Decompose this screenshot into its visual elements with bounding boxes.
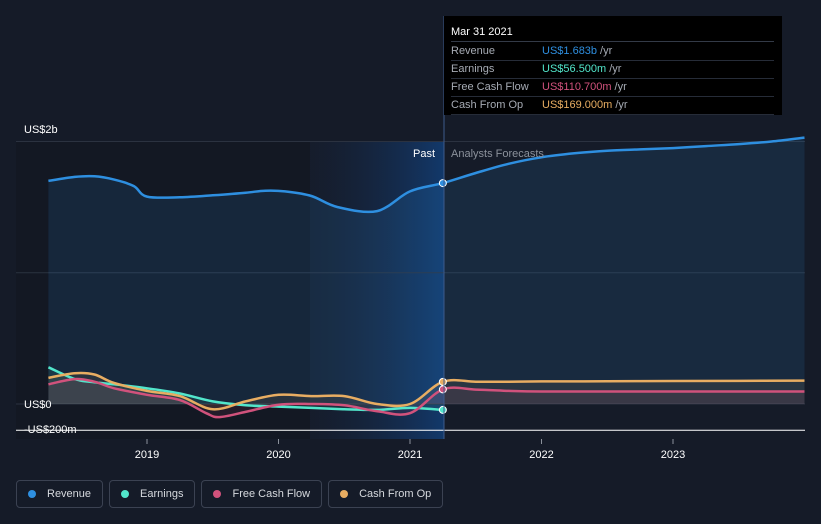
tooltip-row: Revenue US$1.683b/yr [451, 43, 774, 61]
y-tick-top: US$2b [24, 124, 58, 136]
tooltip-value: US$169.000m [542, 99, 613, 111]
revenue-line [48, 136, 805, 214]
cash-from-op-line [48, 371, 805, 411]
forecast-label: Analysts Forecasts [451, 148, 544, 160]
tooltip-label: Cash From Op [451, 99, 524, 111]
x-tick-label: 2020 [266, 449, 290, 461]
cash-from-op-marker [438, 377, 447, 386]
revenue-marker [438, 179, 447, 188]
legend-item-free-cash-flow[interactable]: Free Cash Flow [201, 480, 323, 508]
x-tick-label: 2021 [398, 449, 422, 461]
legend-dot-icon [340, 490, 349, 498]
legend-item-earnings[interactable]: Earnings [109, 480, 196, 508]
legend-label: Revenue [47, 488, 92, 500]
free-cash-flow-area [48, 379, 805, 418]
tooltip-value: US$1.683b [542, 45, 598, 57]
tooltip-unit: /yr [615, 99, 628, 111]
free-cash-flow-marker [438, 385, 447, 394]
tooltip-unit: /yr [609, 63, 622, 75]
x-tick-label: 2019 [135, 449, 159, 461]
tooltip-label: Earnings [451, 63, 495, 75]
legend-label: Earnings [140, 488, 184, 500]
tooltip-value: US$56.500m [542, 63, 607, 75]
legend-label: Cash From Op [359, 488, 432, 500]
tooltip-date: Mar 31 2021 [451, 24, 774, 42]
tooltip-unit: /yr [600, 45, 613, 57]
tooltip-unit: /yr [614, 81, 627, 93]
legend-dot-icon [213, 490, 222, 498]
past-label: Past [413, 148, 435, 160]
legend: Revenue Earnings Free Cash Flow Cash From O… [16, 480, 449, 508]
past-highlight-band [310, 141, 444, 439]
hover-tooltip: Mar 31 2021 Revenue US$1.683b/yr Earnings U… [444, 16, 782, 115]
y-tick-bottom: -US$200m [24, 424, 77, 436]
earnings-area [48, 367, 443, 410]
x-tick-label: 2022 [529, 449, 553, 461]
revenue-area [48, 137, 805, 404]
tooltip-row: Earnings US$56.500m/yr [451, 61, 774, 79]
legend-dot-icon [121, 490, 130, 498]
y-tick-zero: US$0 [24, 399, 52, 411]
legend-item-cash-from-op[interactable]: Cash From Op [328, 480, 444, 508]
tooltip-row: Cash From Op US$169.000m/yr [451, 97, 774, 115]
tooltip-label: Revenue [451, 45, 496, 57]
legend-label: Free Cash Flow [232, 488, 311, 500]
x-tick-label: 2023 [661, 449, 685, 461]
free-cash-flow-line [48, 377, 805, 419]
tooltip-value: US$110.700m [542, 81, 612, 93]
tooltip-label: Free Cash Flow [451, 81, 529, 93]
legend-dot-icon [28, 490, 36, 498]
earnings-marker [438, 405, 447, 414]
tooltip-row: Free Cash Flow US$110.700m/yr [451, 79, 774, 97]
legend-item-revenue[interactable]: Revenue [16, 480, 104, 508]
